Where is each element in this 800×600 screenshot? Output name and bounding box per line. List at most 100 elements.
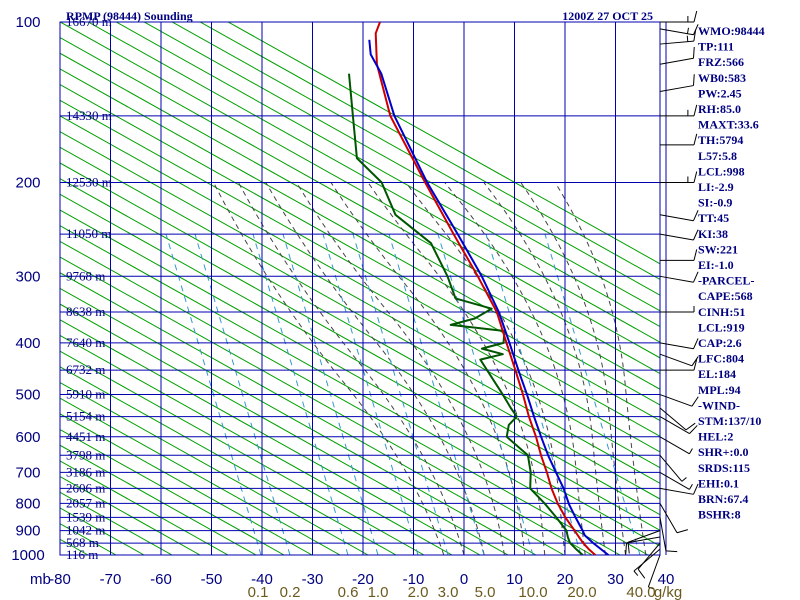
wind-barb-staff xyxy=(659,233,694,241)
dry-adiabat-line xyxy=(60,52,660,390)
axis-unit-label: mb xyxy=(30,571,51,588)
index-item: CAP:2.6 xyxy=(698,336,742,350)
altitude-label: 5910 m xyxy=(66,387,105,402)
index-item: L57:5.8 xyxy=(698,149,737,163)
index-item: SHR+:0.0 xyxy=(698,445,749,459)
dry-adiabat-line xyxy=(60,162,660,500)
wind-barb xyxy=(660,249,698,261)
index-item: RH:85.0 xyxy=(698,102,741,116)
wind-barb-flag xyxy=(693,229,699,241)
wind-barb xyxy=(660,305,695,313)
wind-barb xyxy=(660,359,698,371)
dry-adiabat-line xyxy=(199,22,660,281)
wind-barb xyxy=(659,483,699,495)
temperature-tick-label: 10 xyxy=(506,571,523,588)
wind-barb-staff xyxy=(659,454,683,482)
temperature-tick-label: -70 xyxy=(100,571,122,588)
index-item: LCL:998 xyxy=(698,164,745,178)
wind-barb xyxy=(627,530,661,554)
altitude-label: 5154 m xyxy=(66,409,105,424)
mixing-ratio-label: 3.0 xyxy=(438,584,459,600)
wind-barb-flag xyxy=(691,396,699,407)
dry-adiabat-line xyxy=(60,256,593,555)
dewpoint-line xyxy=(348,73,584,555)
wind-barb xyxy=(659,271,699,283)
altitude-label: 7640 m xyxy=(66,335,105,350)
wind-barb xyxy=(659,407,696,431)
wind-barb xyxy=(659,394,699,407)
wind-barb-staff xyxy=(659,57,694,65)
mixing-ratio-label: 5.0 xyxy=(475,584,496,600)
wind-barb xyxy=(659,24,699,36)
dry-adiabat-line xyxy=(115,22,660,328)
wind-barb-flag xyxy=(685,422,696,431)
wind-barb xyxy=(659,29,697,45)
index-item: CAPE:568 xyxy=(698,289,753,303)
dry-adiabat-line xyxy=(87,22,660,343)
pressure-tick-label: 1000 xyxy=(11,547,44,564)
dry-adiabat-line xyxy=(60,36,660,375)
dry-adiabat-line xyxy=(60,413,313,555)
wind-barb-staff xyxy=(659,275,694,283)
dry-adiabat-line xyxy=(0,0,4,555)
pressure-tick-label: 500 xyxy=(15,387,40,404)
pressure-tick-label: 200 xyxy=(15,174,40,191)
index-item: LCL:919 xyxy=(698,320,745,334)
altitude-label: 3186 m xyxy=(66,464,105,479)
wind-barb-flag xyxy=(693,271,699,283)
altitude-label: 4451 m xyxy=(66,429,105,444)
dry-adiabat-line xyxy=(60,22,660,359)
mixing-ratio-label: 40.0 xyxy=(626,584,655,600)
wind-barb-half-flag xyxy=(686,27,689,34)
index-item: CINH:51 xyxy=(698,305,745,319)
wind-barb-staff xyxy=(647,554,661,588)
index-item: EHI:0.1 xyxy=(698,476,739,490)
altitude-label: 14330 m xyxy=(66,108,112,123)
index-item: TT:45 xyxy=(698,211,729,225)
wind-barb-staff xyxy=(659,40,694,45)
dry-adiabat-line xyxy=(143,22,660,312)
grid xyxy=(59,21,667,556)
mixing-ratio-unit: g/kg xyxy=(654,584,682,600)
wind-barb xyxy=(659,472,693,490)
altitude-label: 568 m xyxy=(66,535,99,550)
index-item: -WIND- xyxy=(698,398,740,412)
sounding-time: 1200Z 27 OCT 25 xyxy=(562,9,653,23)
wind-barb-flag xyxy=(693,29,697,42)
wind-barb-half-flag xyxy=(686,35,689,42)
wind-barb-half-flag xyxy=(648,586,655,590)
mixing-ratio-label: 0.6 xyxy=(338,584,359,600)
pressure-tick-label: 400 xyxy=(15,335,40,352)
temperature-tick-label: -60 xyxy=(150,571,172,588)
index-item: SI:-0.9 xyxy=(698,196,732,210)
temperature-tick-label: 20 xyxy=(557,571,574,588)
pressure-tick-label: 100 xyxy=(15,14,40,31)
index-item: WMO:98444 xyxy=(698,24,765,38)
wind-barb xyxy=(659,517,678,553)
wind-barb-flag xyxy=(627,542,630,554)
temperature-tick-label: -10 xyxy=(403,571,425,588)
wind-barb-staff xyxy=(627,530,661,543)
wind-barb xyxy=(659,436,693,455)
altitude-label: 11050 m xyxy=(66,226,111,241)
dry-adiabat-line xyxy=(60,193,660,531)
wind-barb-half-flag xyxy=(689,483,693,490)
dry-adiabat-line xyxy=(60,397,341,555)
wind-barb-staff xyxy=(659,394,693,407)
wind-barb-staff xyxy=(659,503,678,534)
wind-barb xyxy=(659,229,699,241)
temperature-tick-label: -20 xyxy=(352,571,374,588)
mixing-ratio-label: 2.0 xyxy=(408,584,429,600)
altitude-label: 12530 m xyxy=(66,174,112,189)
altitude-label: 6732 m xyxy=(66,362,105,377)
plot-frame xyxy=(59,21,661,556)
dry-adiabat-line xyxy=(227,22,660,265)
temperature-tick-label: -50 xyxy=(201,571,223,588)
mixing-ratio-label: 0.2 xyxy=(280,584,301,600)
wind-barb-staff xyxy=(626,536,661,544)
wind-barb xyxy=(659,353,699,367)
index-item: SRDS:115 xyxy=(698,461,750,475)
wind-barbs xyxy=(625,10,699,590)
